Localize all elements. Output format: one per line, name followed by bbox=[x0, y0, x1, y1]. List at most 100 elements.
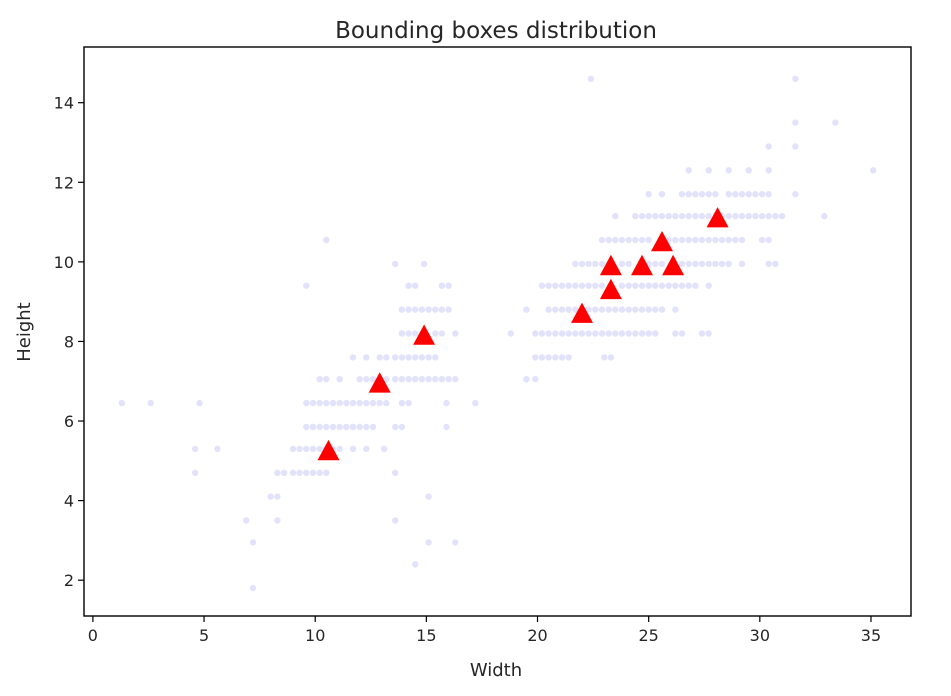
box-point bbox=[289, 469, 297, 476]
box-point bbox=[309, 445, 317, 453]
box-point bbox=[438, 330, 446, 337]
box-point bbox=[303, 282, 310, 289]
box-point bbox=[698, 330, 706, 337]
box-point bbox=[316, 423, 323, 431]
box-point bbox=[309, 399, 317, 407]
box-point bbox=[249, 584, 257, 592]
box-point bbox=[645, 191, 652, 198]
box-point bbox=[412, 354, 419, 361]
box-point bbox=[652, 212, 659, 220]
box-point bbox=[565, 330, 572, 337]
box-point bbox=[792, 191, 799, 198]
box-point bbox=[296, 445, 303, 453]
box-point bbox=[698, 191, 706, 198]
box-point bbox=[418, 376, 426, 383]
box-point bbox=[625, 260, 632, 268]
box-point bbox=[572, 282, 579, 289]
box-point bbox=[745, 212, 752, 220]
box-point bbox=[572, 306, 579, 313]
box-point bbox=[558, 306, 566, 313]
box-point bbox=[532, 376, 539, 383]
box-point bbox=[652, 306, 659, 313]
box-point bbox=[356, 423, 363, 431]
centroid-marker bbox=[413, 324, 436, 345]
chart-title: Bounding boxes distribution bbox=[335, 18, 657, 44]
box-point bbox=[752, 212, 759, 220]
x-tick-label: 20 bbox=[527, 626, 547, 645]
box-point bbox=[638, 212, 646, 220]
box-point bbox=[638, 306, 646, 313]
box-point bbox=[685, 167, 692, 174]
box-point bbox=[645, 236, 652, 244]
box-point bbox=[432, 306, 439, 313]
box-point bbox=[712, 260, 719, 268]
box-point bbox=[329, 399, 337, 407]
box-point bbox=[425, 539, 432, 546]
box-point bbox=[712, 236, 719, 244]
box-point bbox=[363, 423, 370, 431]
box-point bbox=[778, 212, 786, 220]
centroid-marker bbox=[662, 254, 685, 276]
box-point bbox=[349, 423, 357, 431]
box-point bbox=[765, 236, 772, 244]
box-point bbox=[303, 469, 310, 476]
box-point bbox=[618, 282, 626, 289]
box-point bbox=[772, 212, 779, 220]
box-point bbox=[832, 119, 839, 126]
box-point bbox=[398, 330, 406, 337]
box-point bbox=[425, 306, 432, 313]
box-point bbox=[732, 236, 739, 244]
box-point bbox=[552, 282, 559, 289]
box-point bbox=[585, 260, 592, 268]
box-point bbox=[692, 191, 699, 198]
box-point bbox=[383, 354, 390, 361]
box-point bbox=[601, 354, 608, 361]
box-point bbox=[678, 236, 686, 244]
box-point bbox=[645, 212, 652, 220]
box-point bbox=[625, 282, 632, 289]
box-point bbox=[618, 260, 626, 268]
y-tick-label: 8 bbox=[64, 332, 74, 351]
centroid-marker bbox=[651, 231, 673, 252]
box-point bbox=[316, 376, 323, 383]
box-point bbox=[316, 399, 323, 407]
box-point bbox=[692, 212, 699, 220]
box-point bbox=[645, 282, 652, 289]
box-point bbox=[592, 306, 599, 313]
box-point bbox=[705, 330, 712, 337]
box-point bbox=[592, 260, 599, 268]
box-point bbox=[638, 282, 646, 289]
box-point bbox=[758, 212, 766, 220]
y-tick-label: 6 bbox=[64, 412, 74, 431]
box-point bbox=[705, 191, 712, 198]
box-point bbox=[612, 330, 619, 337]
box-point bbox=[369, 399, 377, 407]
box-point bbox=[645, 330, 652, 337]
box-point bbox=[652, 330, 659, 337]
box-point bbox=[363, 445, 370, 453]
box-point bbox=[672, 212, 679, 220]
box-point bbox=[392, 260, 399, 268]
box-point bbox=[452, 376, 459, 383]
box-point bbox=[565, 306, 572, 313]
box-point bbox=[672, 330, 679, 337]
box-point bbox=[592, 330, 599, 337]
box-point bbox=[349, 399, 357, 407]
box-point bbox=[336, 423, 343, 431]
box-point bbox=[552, 354, 559, 361]
box-point bbox=[425, 493, 432, 500]
box-point bbox=[274, 517, 281, 524]
box-point bbox=[425, 376, 432, 383]
box-point bbox=[405, 376, 412, 383]
box-point bbox=[870, 167, 877, 174]
box-point bbox=[369, 423, 377, 431]
box-point bbox=[598, 330, 606, 337]
box-point bbox=[765, 143, 772, 150]
box-point bbox=[445, 306, 452, 313]
box-point bbox=[765, 212, 772, 220]
box-point bbox=[538, 354, 546, 361]
box-point bbox=[718, 236, 726, 244]
box-point bbox=[565, 354, 572, 361]
box-point bbox=[412, 561, 419, 568]
box-point bbox=[618, 236, 626, 244]
